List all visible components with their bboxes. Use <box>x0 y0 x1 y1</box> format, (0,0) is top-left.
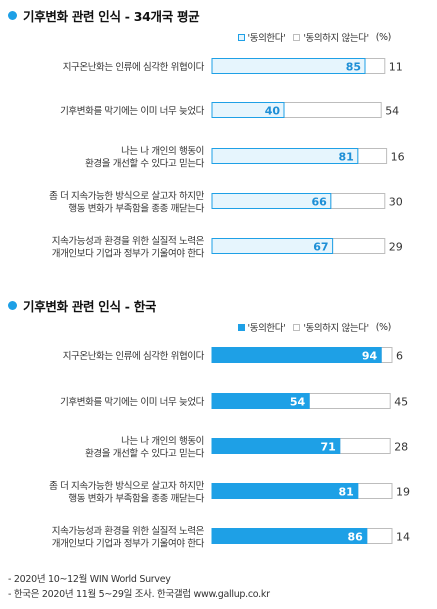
data-label-disagree: 45 <box>394 396 408 409</box>
data-label-agree: 94 <box>362 350 378 363</box>
category-label: 나는 나 개인의 행동이 <box>121 145 204 157</box>
bar-disagree <box>283 102 382 118</box>
category-label: 지구온난화는 인류에 심각한 위협이다 <box>63 61 205 73</box>
legend-agree-swatch <box>237 323 245 331</box>
data-label-disagree: 29 <box>389 241 403 254</box>
category-label: 좀 더 지속가능한 방식으로 살고자 하지만 <box>49 190 205 202</box>
bar-agree <box>211 347 382 363</box>
category-label: 개개인보다 기업과 정부가 기울여야 한다 <box>52 247 205 259</box>
chart-title: 기후변화 관련 인식 - 34개국 평균 <box>8 6 200 25</box>
data-label-disagree: 54 <box>385 105 399 118</box>
bar-disagree <box>364 58 386 74</box>
data-label-agree: 81 <box>338 486 353 499</box>
footer-notes: - 2020년 10~12월 WIN World Survey - 한국은 20… <box>8 572 270 602</box>
legend-disagree-swatch <box>293 323 301 331</box>
bullet-icon <box>8 11 17 20</box>
data-label-agree: 71 <box>320 441 335 454</box>
category-label: 지속가능성과 환경을 위한 실질적 노력은 <box>52 525 205 537</box>
chart-title-text: 기후변화 관련 인식 - 한국 <box>23 299 157 314</box>
data-label-disagree: 28 <box>394 441 408 454</box>
legend-agree-label: '동의한다' <box>247 33 286 44</box>
data-label-disagree: 11 <box>389 61 403 74</box>
legend-disagree-label: '동의하지 않는다' <box>303 33 369 44</box>
category-label: 기후변화를 막기에는 이미 너무 늦었다 <box>60 105 205 117</box>
legend-agree-swatch <box>237 33 245 41</box>
bar-agree <box>211 483 359 499</box>
bar-agree <box>211 528 368 544</box>
chart-title: 기후변화 관련 인식 - 한국 <box>8 296 156 315</box>
data-label-agree: 54 <box>290 396 306 409</box>
data-label-agree: 67 <box>313 241 328 254</box>
category-label: 개개인보다 기업과 정부가 기울여야 한다 <box>52 537 205 549</box>
bar-disagree <box>380 347 393 363</box>
data-label-agree: 66 <box>311 196 327 209</box>
bar-disagree <box>332 238 386 254</box>
chart-panel-global: 기후변화 관련 인식 - 34개국 평균 '동의한다' '동의하지 않는다' (… <box>0 0 437 295</box>
data-label-disagree: 14 <box>396 531 410 544</box>
bar-disagree <box>366 528 393 544</box>
bar-agree <box>211 148 359 164</box>
legend-unit: (%) <box>375 321 392 333</box>
category-label: 환경을 개선할 수 있다고 믿는다 <box>85 157 205 169</box>
bar-agree <box>211 438 341 454</box>
category-label: 나는 나 개인의 행동이 <box>121 435 204 447</box>
category-label: 기후변화를 막기에는 이미 너무 늦었다 <box>60 396 205 408</box>
bar-agree <box>211 393 310 409</box>
bar-disagree <box>308 393 391 409</box>
bar-agree <box>211 238 334 254</box>
data-label-agree: 81 <box>338 151 353 164</box>
legend-agree-label: '동의한다' <box>247 323 286 334</box>
data-label-disagree: 19 <box>396 486 410 499</box>
chart-panel-korea: 기후변화 관련 인식 - 한국 '동의한다' '동의하지 않는다' (%) 지구… <box>0 290 437 560</box>
chart-title-text: 기후변화 관련 인식 - 34개국 평균 <box>23 9 200 24</box>
chart-legend: '동의한다' '동의하지 않는다' (%) <box>237 30 392 44</box>
bar-agree <box>211 193 332 209</box>
chart-svg-global: 지구온난화는 인류에 심각한 위협이다 85 11 기후변화를 막기에는 이미 너무 … <box>49 58 405 259</box>
footer-source: - 2020년 10~12월 WIN World Survey <box>8 574 171 585</box>
data-label-agree: 86 <box>347 531 363 544</box>
bar-disagree <box>357 483 393 499</box>
category-label: 행동 변화가 부족함을 종종 깨닫는다 <box>68 492 204 504</box>
legend-disagree-swatch <box>293 33 301 41</box>
bar-disagree <box>357 148 388 164</box>
footer-korea-note: - 한국은 2020년 11월 5~29일 조사. 한국갤럽 www.gallu… <box>8 589 270 600</box>
bullet-icon <box>8 301 17 310</box>
chart-legend: '동의한다' '동의하지 않는다' (%) <box>237 320 392 334</box>
bar-disagree <box>339 438 391 454</box>
chart-svg-korea: 지구온난화는 인류에 심각한 위협이다 94 6 기후변화를 막기에는 이미 너무 늦… <box>49 347 410 549</box>
category-label: 지구온난화는 인류에 심각한 위협이다 <box>63 350 205 362</box>
legend-disagree-label: '동의하지 않는다' <box>303 323 369 334</box>
data-label-disagree: 30 <box>389 196 403 209</box>
category-label: 지속가능성과 환경을 위한 실질적 노력은 <box>52 235 205 247</box>
category-label: 환경을 개선할 수 있다고 믿는다 <box>85 447 205 459</box>
data-label-disagree: 16 <box>391 151 405 164</box>
data-label-agree: 85 <box>346 61 361 74</box>
bar-disagree <box>330 193 386 209</box>
legend-unit: (%) <box>375 31 392 43</box>
bar-agree <box>211 102 285 118</box>
data-label-agree: 40 <box>265 105 281 118</box>
bar-agree <box>211 58 366 74</box>
category-label: 행동 변화가 부족함을 종종 깨닫는다 <box>68 202 204 214</box>
data-label-disagree: 6 <box>396 350 403 363</box>
category-label: 좀 더 지속가능한 방식으로 살고자 하지만 <box>49 480 205 492</box>
